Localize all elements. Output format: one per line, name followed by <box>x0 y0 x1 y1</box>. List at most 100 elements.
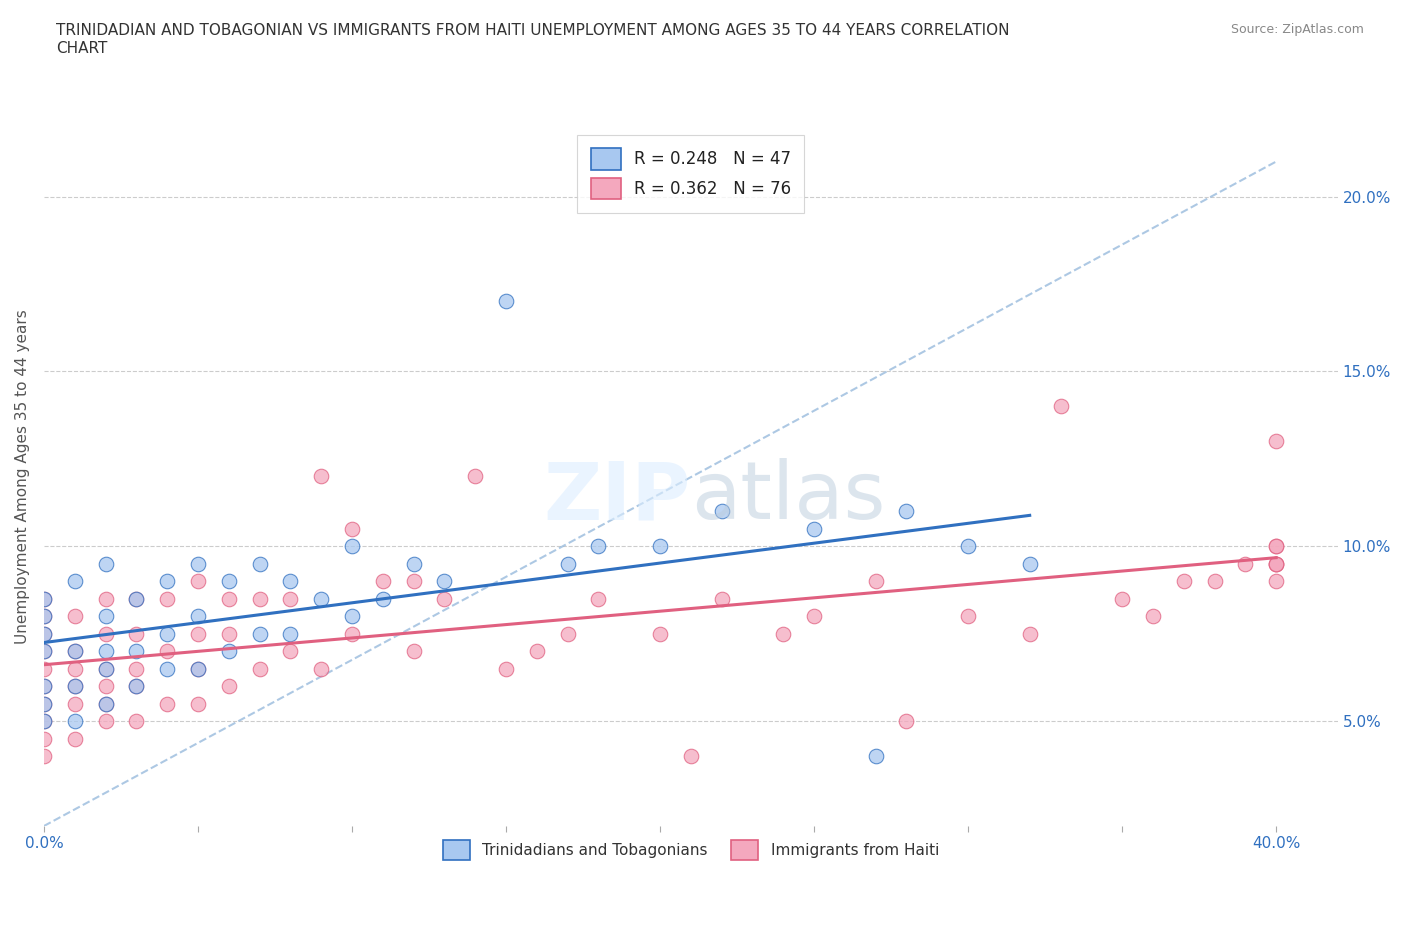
Point <box>125 626 148 641</box>
Point <box>1049 399 1071 414</box>
Point <box>94 626 117 641</box>
Point <box>249 591 271 606</box>
Point <box>32 697 55 711</box>
Point <box>249 661 271 676</box>
Point <box>63 609 86 624</box>
Point <box>309 591 332 606</box>
Legend: Trinidadians and Tobagonians, Immigrants from Haiti: Trinidadians and Tobagonians, Immigrants… <box>434 832 946 868</box>
Point <box>218 626 240 641</box>
Point <box>32 591 55 606</box>
Point <box>125 679 148 694</box>
Point <box>94 713 117 728</box>
Point <box>156 591 179 606</box>
Point <box>218 644 240 658</box>
Point <box>526 644 548 658</box>
Point <box>63 697 86 711</box>
Point <box>218 679 240 694</box>
Point <box>125 591 148 606</box>
Point <box>865 749 887 764</box>
Point <box>94 661 117 676</box>
Point <box>32 626 55 641</box>
Text: Source: ZipAtlas.com: Source: ZipAtlas.com <box>1230 23 1364 36</box>
Point <box>340 609 363 624</box>
Point <box>32 626 55 641</box>
Point <box>32 609 55 624</box>
Point <box>94 591 117 606</box>
Point <box>495 294 517 309</box>
Point <box>156 661 179 676</box>
Point <box>125 661 148 676</box>
Point <box>648 538 671 553</box>
Point <box>588 591 610 606</box>
Point <box>63 713 86 728</box>
Point <box>340 522 363 537</box>
Text: ZIP: ZIP <box>544 458 690 537</box>
Point <box>94 697 117 711</box>
Point <box>218 574 240 589</box>
Point <box>772 626 794 641</box>
Point <box>648 626 671 641</box>
Point <box>32 749 55 764</box>
Point <box>309 469 332 484</box>
Point <box>63 644 86 658</box>
Point <box>187 626 209 641</box>
Point <box>63 679 86 694</box>
Point <box>1265 556 1288 571</box>
Point <box>249 626 271 641</box>
Point <box>710 591 733 606</box>
Point <box>1234 556 1257 571</box>
Point <box>340 538 363 553</box>
Point <box>588 538 610 553</box>
Text: atlas: atlas <box>690 458 886 537</box>
Point <box>1018 626 1040 641</box>
Point <box>94 679 117 694</box>
Point <box>32 644 55 658</box>
Point <box>1142 609 1164 624</box>
Point <box>679 749 702 764</box>
Point <box>32 591 55 606</box>
Point <box>1265 538 1288 553</box>
Point <box>125 644 148 658</box>
Text: TRINIDADIAN AND TOBAGONIAN VS IMMIGRANTS FROM HAITI UNEMPLOYMENT AMONG AGES 35 T: TRINIDADIAN AND TOBAGONIAN VS IMMIGRANTS… <box>56 23 1010 56</box>
Point <box>32 644 55 658</box>
Point <box>340 626 363 641</box>
Point <box>1173 574 1195 589</box>
Point <box>1018 556 1040 571</box>
Point <box>280 626 302 641</box>
Point <box>187 697 209 711</box>
Point <box>865 574 887 589</box>
Point <box>1265 556 1288 571</box>
Point <box>371 591 394 606</box>
Point <box>63 731 86 746</box>
Point <box>125 713 148 728</box>
Point <box>1265 538 1288 553</box>
Point <box>94 556 117 571</box>
Point <box>32 713 55 728</box>
Point <box>94 644 117 658</box>
Point <box>402 644 425 658</box>
Point <box>32 713 55 728</box>
Point <box>63 661 86 676</box>
Point <box>156 697 179 711</box>
Point <box>280 574 302 589</box>
Point <box>280 644 302 658</box>
Point <box>1265 574 1288 589</box>
Point <box>32 609 55 624</box>
Point <box>896 504 918 519</box>
Point <box>464 469 486 484</box>
Point <box>32 697 55 711</box>
Point <box>309 661 332 676</box>
Point <box>125 591 148 606</box>
Point <box>125 679 148 694</box>
Point <box>249 556 271 571</box>
Point <box>1265 434 1288 449</box>
Point <box>63 574 86 589</box>
Y-axis label: Unemployment Among Ages 35 to 44 years: Unemployment Among Ages 35 to 44 years <box>15 309 30 644</box>
Point <box>957 538 980 553</box>
Point <box>187 661 209 676</box>
Point <box>187 556 209 571</box>
Point <box>557 626 579 641</box>
Point <box>187 609 209 624</box>
Point <box>63 644 86 658</box>
Point <box>1111 591 1133 606</box>
